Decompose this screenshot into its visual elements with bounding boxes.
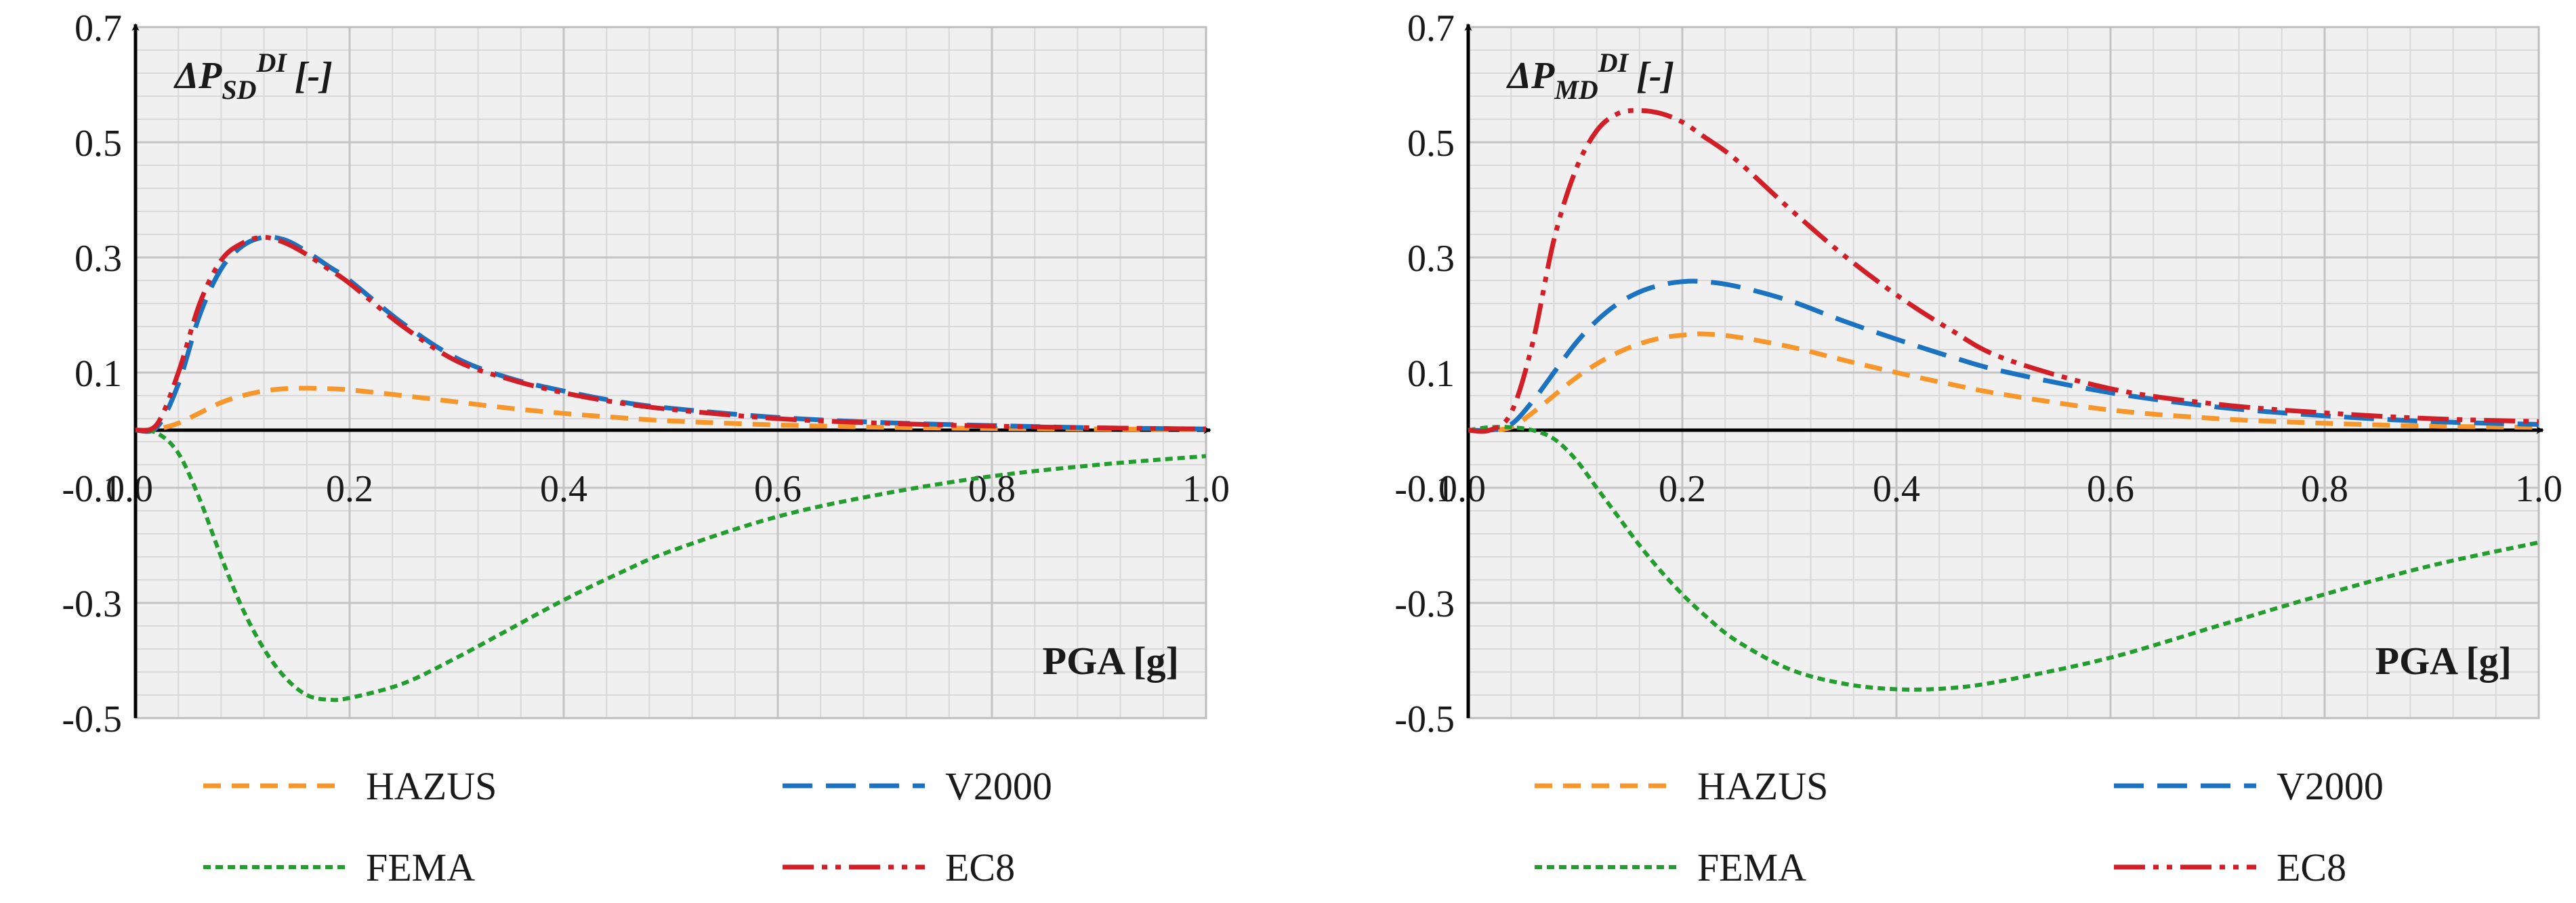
x-tick-label: 0.6 bbox=[754, 468, 802, 510]
y-tick-label: 0.7 bbox=[75, 7, 122, 49]
series-line-v2000 bbox=[1468, 278, 2539, 434]
series-group bbox=[135, 234, 1207, 702]
legend-label-v2000: V2000 bbox=[945, 764, 1052, 808]
legend-label-ec8: EC8 bbox=[945, 845, 1015, 889]
x-tick-label: 1.0 bbox=[1182, 468, 1230, 510]
series-line-fema bbox=[1468, 425, 2539, 692]
y-axis-label-superscript: DI bbox=[1598, 47, 1629, 78]
y-tick-label: 0.5 bbox=[1407, 123, 1455, 165]
legend-label-v2000: V2000 bbox=[2277, 764, 2384, 808]
x-axis-label: PGA [g] bbox=[2375, 639, 2512, 683]
series-line-hazus bbox=[1468, 331, 2539, 433]
legend-label-ec8: EC8 bbox=[2277, 845, 2346, 889]
y-axis-label-superscript: DI bbox=[255, 47, 287, 78]
y-tick-label: 0.3 bbox=[1407, 238, 1455, 280]
y-tick-label: 0.3 bbox=[75, 238, 122, 280]
legend-label-fema: FEMA bbox=[366, 845, 475, 889]
y-tick-label: -0.3 bbox=[62, 583, 122, 625]
chart-panel-right: -0.5 -0.3 -0.1 0.1 0.3 0.5 0.7 0.0 0.2 0.4 0.6 0.8 1… bbox=[1394, 7, 2562, 889]
y-tick-label: 0.7 bbox=[1407, 7, 1455, 49]
y-tick-label: -0.1 bbox=[62, 468, 122, 510]
y-axis-label: ΔPMDDI [-] bbox=[1506, 47, 1674, 105]
y-axis-label-unit: [-] bbox=[1636, 55, 1674, 97]
x-tick-label: 0.4 bbox=[1873, 468, 1920, 510]
y-tick-label: 0.1 bbox=[75, 353, 122, 395]
legend: HAZUS V2000 FEMA EC8 bbox=[203, 764, 1052, 889]
x-tick-label: 1.0 bbox=[2515, 468, 2562, 510]
y-axis-label-subscript: MD bbox=[1554, 75, 1598, 105]
y-tick-label: -0.3 bbox=[1394, 583, 1455, 625]
y-axis-label-subscript: SD bbox=[222, 75, 256, 105]
x-tick-label: 0.0 bbox=[106, 468, 153, 510]
x-tick-label: 0.0 bbox=[1438, 468, 1486, 510]
x-tick-label: 0.4 bbox=[540, 468, 587, 510]
y-axis-label-main: ΔP bbox=[173, 55, 222, 97]
y-axis-label-unit: [-] bbox=[295, 55, 333, 97]
y-tick-label: 0.1 bbox=[1407, 353, 1455, 395]
x-tick-label: 0.8 bbox=[2301, 468, 2348, 510]
y-tick-label: -0.5 bbox=[1394, 698, 1455, 740]
series-line-fema bbox=[135, 428, 1207, 702]
y-tick-label: 0.5 bbox=[75, 123, 122, 165]
series-line-hazus bbox=[135, 385, 1207, 433]
x-tick-label: 0.2 bbox=[326, 468, 373, 510]
legend-label-fema: FEMA bbox=[1697, 845, 1806, 889]
y-axis-label-main: ΔP bbox=[1506, 55, 1555, 97]
y-tick-label: -0.5 bbox=[62, 698, 122, 740]
legend-label-hazus: HAZUS bbox=[1697, 764, 1828, 808]
legend-label-hazus: HAZUS bbox=[366, 764, 497, 808]
series-group bbox=[1468, 108, 2539, 692]
series-line-ec8 bbox=[1468, 108, 2539, 434]
legend: HAZUS V2000 FEMA EC8 bbox=[1535, 764, 2384, 889]
x-tick-label: 0.2 bbox=[1659, 468, 1706, 510]
x-axis-label: PGA [g] bbox=[1043, 639, 1179, 683]
x-tick-label: 0.6 bbox=[2087, 468, 2134, 510]
y-axis-label: ΔPSDDI [-] bbox=[173, 47, 333, 105]
chart-panel-left: -0.5-0.3-0.10.10.30.50.70.0 0.2 0.4 0.6 0.8 1… bbox=[62, 7, 1230, 889]
series-line-ec8 bbox=[135, 234, 1207, 434]
y-tick-label: -0.1 bbox=[1394, 468, 1455, 510]
